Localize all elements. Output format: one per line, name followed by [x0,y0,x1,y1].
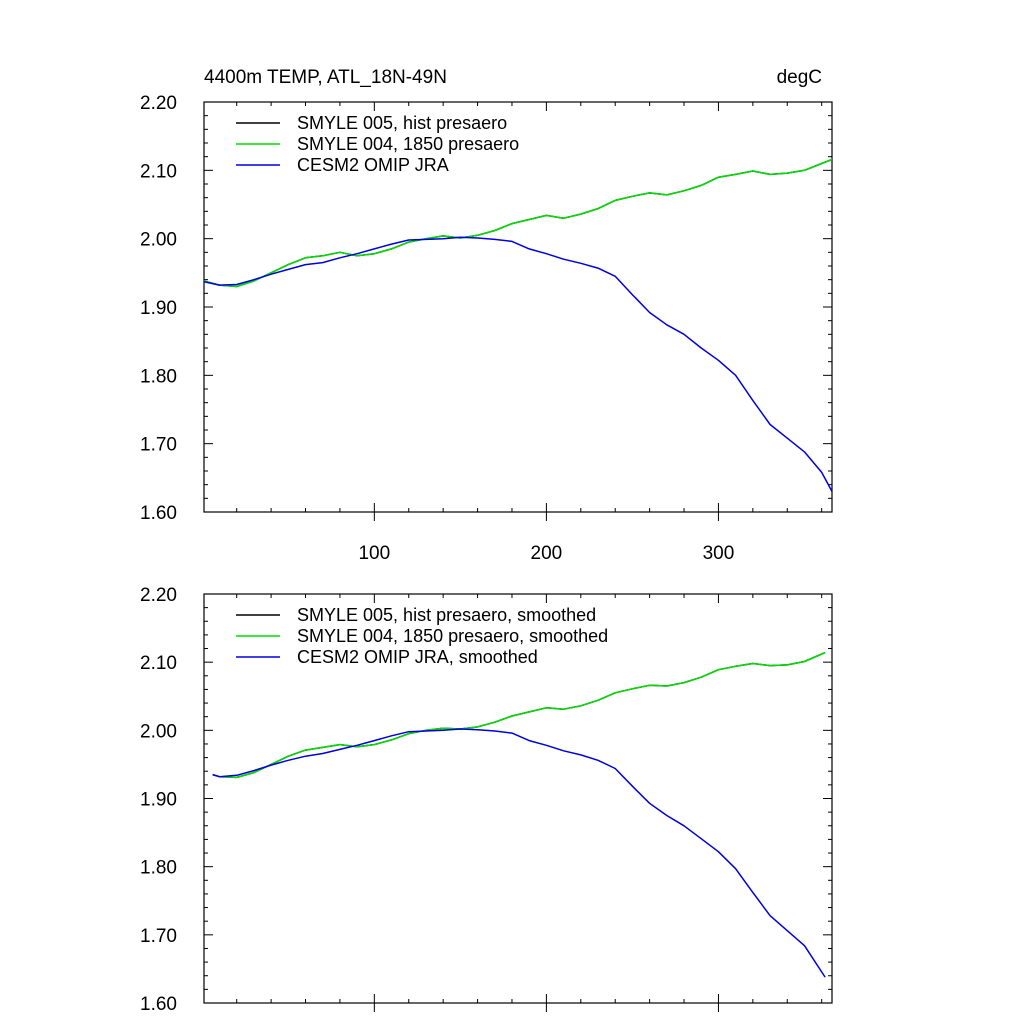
legend-label: CESM2 OMIP JRA [297,155,449,175]
y-tick-label: 2.10 [140,653,177,674]
bottom-panel: 1.60 1.70 1.80 1.90 2.00 2.10 2.20 SMYLE 005, h… [140,585,833,1015]
series-line-2 [212,728,826,978]
y-tick-label: 2.00 [140,230,177,251]
y-tick-label: 1.90 [140,790,177,811]
series-line-1 [212,651,826,779]
y-tick-label: 1.60 [140,503,177,524]
y-tick-label: 2.20 [140,93,177,114]
y-tick-label: 1.60 [140,994,177,1015]
x-tick-label: 300 [703,543,735,564]
legend-label: SMYLE 005, hist presaero, smoothed [297,605,596,625]
legend-label: SMYLE 004, 1850 presaero [297,134,519,154]
y-tick-label: 1.80 [140,858,177,879]
units-label: degC [777,67,822,88]
y-tick-label: 1.90 [140,298,177,319]
series-line-1 [204,158,832,288]
x-tick-label: 200 [531,543,563,564]
y-tick-label: 2.20 [140,585,177,606]
x-tick-label: 100 [358,543,390,564]
legend-label: SMYLE 005, hist presaero [297,113,507,133]
legend-label: SMYLE 004, 1850 presaero, smoothed [297,626,608,646]
y-tick-label: 1.70 [140,926,177,947]
legend-label: CESM2 OMIP JRA, smoothed [297,647,538,667]
series-line-2 [204,236,832,492]
y-tick-label: 1.80 [140,366,177,387]
y-tick-label: 1.70 [140,435,177,456]
y-tick-label: 2.00 [140,721,177,742]
series-line-0 [204,158,832,288]
top-panel: 1.60 1.70 1.80 1.90 2.00 2.10 2.20 100 200 300 SMY… [140,93,833,564]
y-tick-label: 2.10 [140,161,177,182]
chart-title: 4400m TEMP, ATL_18N-49N [204,67,447,88]
